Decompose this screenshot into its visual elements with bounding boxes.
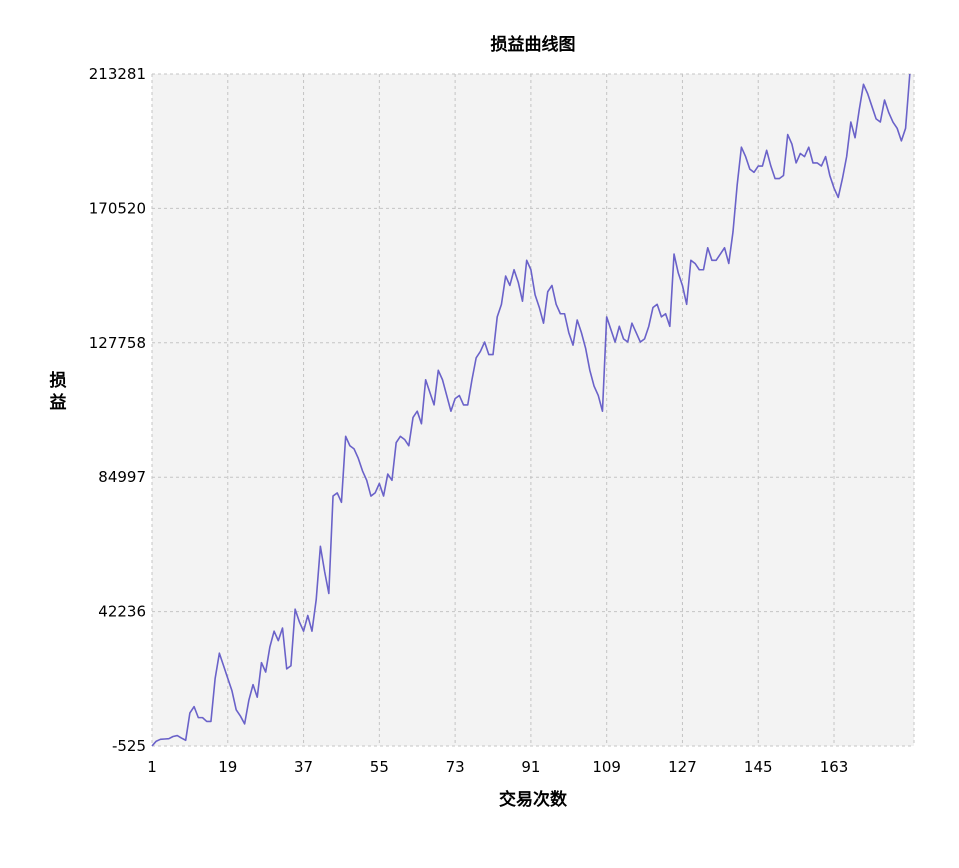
y-axis-title-char: 益 [50, 392, 67, 413]
x-tick-label: 91 [521, 758, 540, 776]
x-axis-title: 交易次数 [499, 789, 568, 810]
x-tick-label: 163 [820, 758, 849, 776]
y-tick-label: 127758 [89, 334, 146, 352]
y-tick-label: 42236 [98, 603, 146, 621]
x-tick-label: 55 [370, 758, 389, 776]
y-axis-title-char: 损 [50, 370, 67, 391]
chart-title: 损益曲线图 [491, 34, 576, 55]
plot-background [152, 74, 914, 746]
x-tick-label: 1 [147, 758, 157, 776]
x-tick-label: 145 [744, 758, 773, 776]
y-tick-label: -525 [112, 737, 146, 755]
x-tick-label: 19 [218, 758, 237, 776]
x-tick-label: 127 [668, 758, 697, 776]
y-tick-label: 84997 [98, 468, 146, 486]
grid-lines [151, 73, 915, 747]
x-axis-ticks: 1 19 37 55 73 91 109 127 145 163 [147, 758, 848, 776]
y-tick-label: 170520 [89, 199, 146, 217]
y-axis-ticks: -525 42236 84997 127758 170520 213281 [89, 65, 146, 755]
x-tick-label: 37 [294, 758, 313, 776]
x-tick-label: 109 [592, 758, 621, 776]
series-line [151, 73, 911, 747]
y-tick-label: 213281 [89, 65, 146, 83]
x-tick-label: 73 [446, 758, 465, 776]
y-axis-title: 损益 [50, 370, 67, 413]
series-group [151, 73, 911, 747]
